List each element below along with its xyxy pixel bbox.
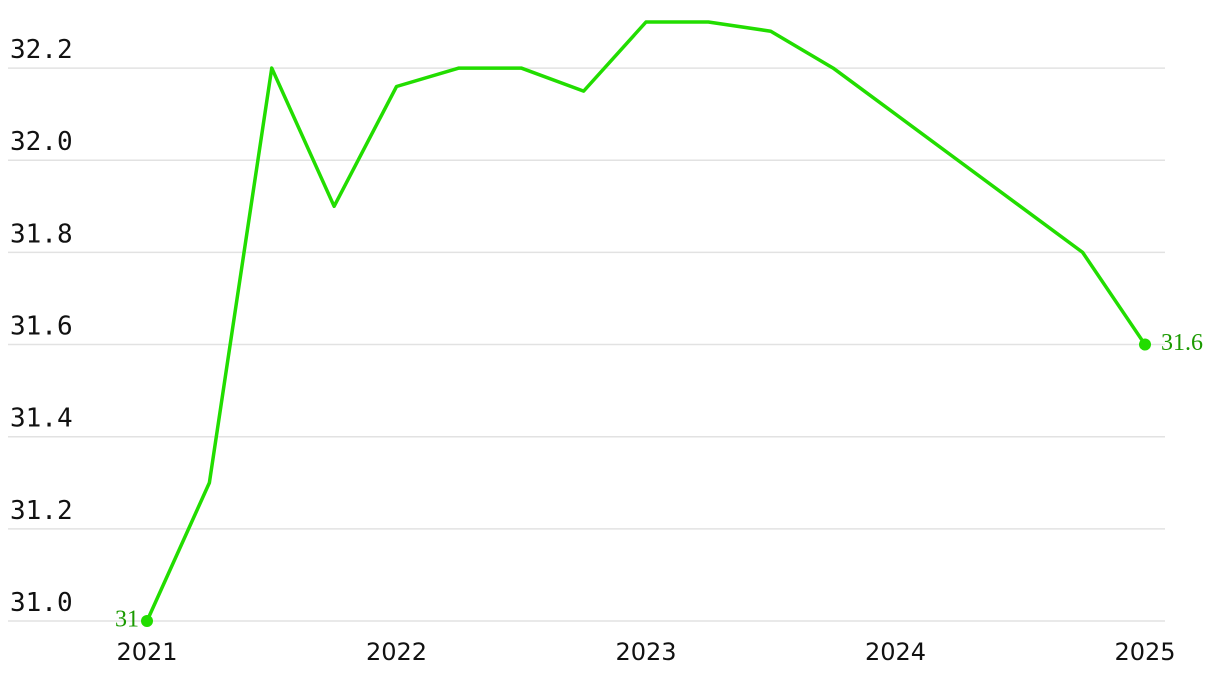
x-tick-label: 2021 (116, 638, 177, 666)
x-tick-label: 2023 (615, 638, 676, 666)
end-point (141, 615, 153, 627)
end-label: 31.6 (1161, 330, 1203, 356)
x-tick-label: 2024 (865, 638, 926, 666)
x-tick-label: 2025 (1114, 638, 1175, 666)
end-point (1139, 338, 1151, 351)
y-tick-label: 31.0 (10, 588, 73, 618)
end-label: 31 (115, 607, 139, 633)
y-tick-label: 32.0 (10, 127, 73, 157)
y-tick-label: 32.2 (10, 35, 73, 65)
line (145, 20, 1147, 622)
y-tick-label: 31.6 (10, 312, 73, 342)
y-tick-label: 31.4 (10, 404, 73, 434)
y-tick-label: 31.2 (10, 496, 73, 526)
x-tick-label: 2022 (366, 638, 427, 666)
y-tick-label: 31.8 (10, 219, 73, 249)
